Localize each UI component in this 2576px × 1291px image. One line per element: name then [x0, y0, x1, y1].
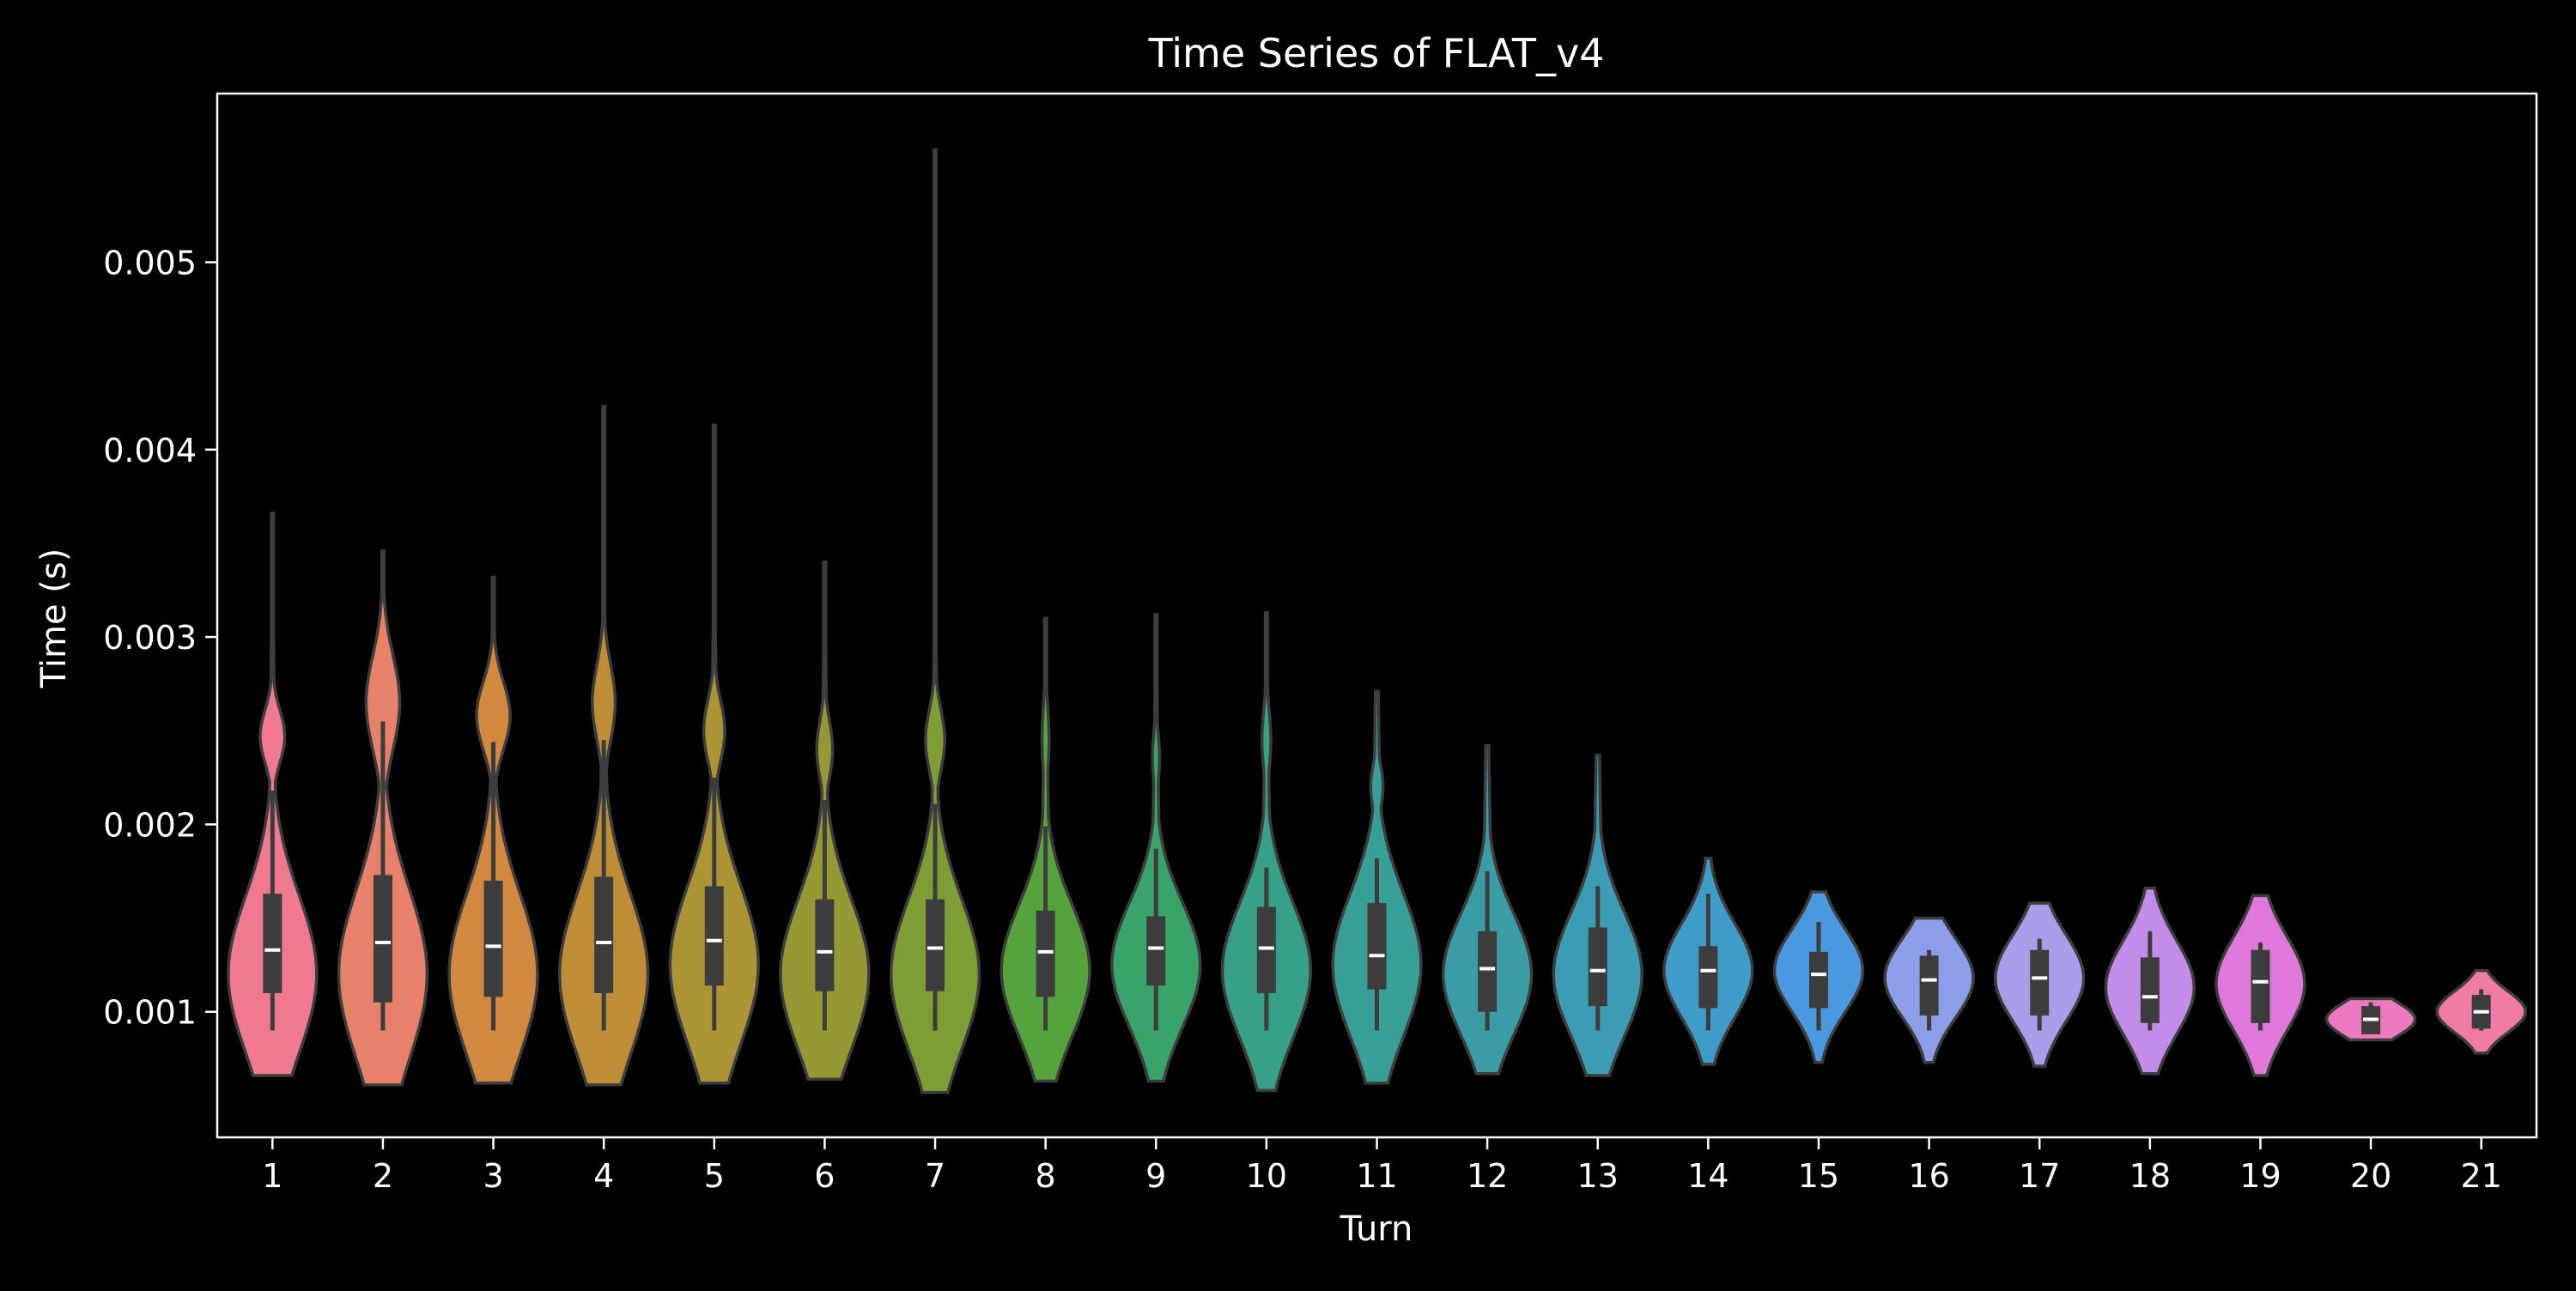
violin-turn-2: [337, 549, 429, 1087]
violin-body: [668, 423, 760, 1085]
x-tick-label: 13: [1577, 1157, 1619, 1195]
y-tick-label: 0.001: [103, 994, 197, 1032]
x-tick-label: 21: [2461, 1157, 2502, 1195]
violin-iqr-box: [263, 894, 283, 993]
plot-frame: [216, 92, 2538, 1139]
violin-turn-20: [2324, 997, 2417, 1042]
x-tick-label: 17: [2019, 1157, 2060, 1195]
violin-turn-18: [2104, 886, 2196, 1076]
x-tick-label: 5: [704, 1157, 725, 1195]
violin-turn-19: [2215, 894, 2306, 1077]
violin-turn-3: [447, 575, 539, 1085]
x-tick-label: 20: [2350, 1157, 2391, 1195]
violin-iqr-box: [1808, 951, 1828, 1009]
violin-body: [1220, 610, 1313, 1093]
x-tick-label: 12: [1467, 1157, 1508, 1195]
violin-turn-7: [889, 148, 981, 1094]
x-tick-label: 8: [1036, 1157, 1056, 1195]
violin-iqr-box: [704, 886, 724, 986]
x-tick-label: 7: [925, 1157, 945, 1195]
violin-turn-14: [1662, 856, 1754, 1066]
violin-iqr-box: [373, 875, 392, 1003]
x-tick-label: 19: [2239, 1157, 2281, 1195]
violin-iqr-box: [1367, 903, 1387, 990]
violin-iqr-box: [815, 899, 835, 991]
violin-turn-12: [1441, 743, 1534, 1076]
violin-turn-17: [1994, 901, 2086, 1068]
y-axis-ticks: 0.001 0.002 0.003 0.004 0.005: [103, 244, 217, 1032]
violin-turn-15: [1772, 890, 1865, 1064]
violin-turn-5: [668, 423, 760, 1085]
y-tick-label: 0.004: [103, 432, 197, 470]
x-tick-label: 6: [814, 1157, 835, 1195]
violins-layer: [227, 148, 2527, 1094]
x-tick-label: 10: [1246, 1157, 1287, 1195]
violin-iqr-box: [2140, 957, 2160, 1023]
x-tick-label: 3: [483, 1157, 503, 1195]
violin-iqr-box: [1146, 916, 1166, 986]
violin-iqr-box: [1036, 910, 1055, 997]
y-tick-label: 0.002: [103, 806, 197, 844]
violin-iqr-box: [1588, 927, 1607, 1007]
violin-turn-10: [1220, 610, 1313, 1093]
violin-turn-4: [557, 404, 650, 1087]
violin-turn-11: [1331, 689, 1423, 1085]
violin-turn-8: [999, 616, 1091, 1083]
chart-title: Time Series of FLAT_v4: [1148, 30, 1605, 76]
violin-iqr-box: [1919, 955, 1939, 1016]
y-tick-label: 0.003: [103, 619, 197, 657]
violin-iqr-box: [926, 899, 945, 991]
violin-turn-13: [1552, 753, 1643, 1077]
violin-iqr-box: [483, 880, 503, 997]
violin-iqr-box: [1698, 946, 1718, 1009]
violin-turn-6: [779, 561, 871, 1082]
violin-body: [1110, 613, 1202, 1083]
violin-turn-21: [2435, 968, 2527, 1055]
x-tick-label: 18: [2129, 1157, 2171, 1195]
y-axis-label: Time (s): [34, 549, 74, 689]
x-tick-label: 14: [1687, 1157, 1728, 1195]
x-tick-label: 16: [1908, 1157, 1949, 1195]
violin-iqr-box: [1478, 930, 1498, 1012]
x-tick-label: 15: [1798, 1157, 1839, 1195]
y-tick-label: 0.005: [103, 244, 197, 282]
x-tick-label: 9: [1145, 1157, 1166, 1195]
x-axis-label: Turn: [1340, 1209, 1413, 1249]
violin-body: [889, 148, 981, 1094]
x-axis-ticks: 1 2 3 4 5 6 7 8 9 10 11 12 13 14 15 16 17 18 19 20 21: [262, 1137, 2502, 1195]
x-tick-label: 2: [373, 1157, 393, 1195]
violin-iqr-box: [1256, 906, 1276, 993]
violin-iqr-box: [594, 876, 614, 993]
x-tick-label: 4: [593, 1157, 614, 1195]
violin-turn-9: [1110, 613, 1202, 1083]
violin-iqr-box: [2251, 949, 2270, 1023]
x-tick-label: 11: [1356, 1157, 1397, 1195]
violin-turn-1: [227, 512, 319, 1077]
violin-turn-16: [1883, 916, 1975, 1064]
violin-iqr-box: [2030, 949, 2050, 1016]
x-tick-label: 1: [262, 1157, 283, 1195]
